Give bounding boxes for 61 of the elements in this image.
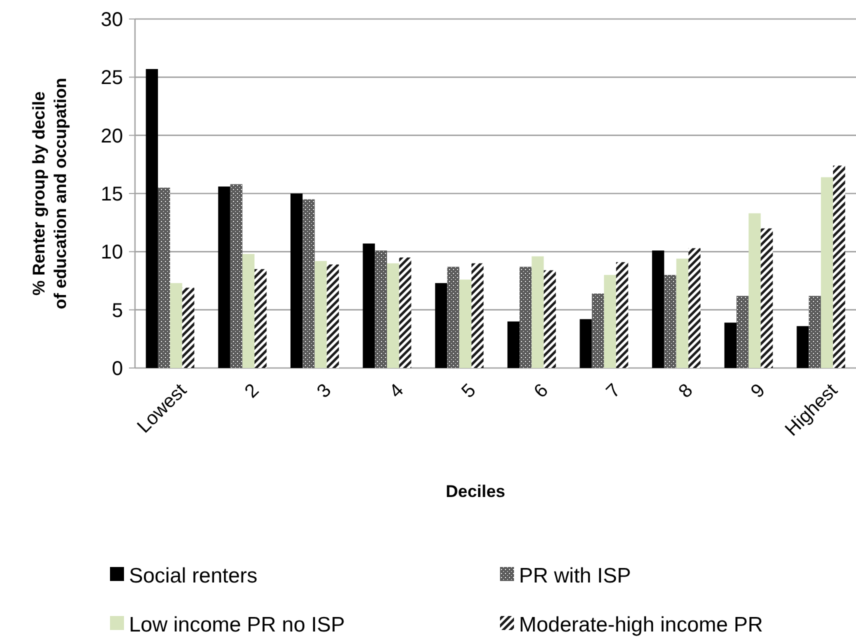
bar: [796, 326, 809, 368]
legend-label: Low income PR no ISP: [129, 613, 345, 636]
bar: [580, 319, 592, 368]
bar: [544, 270, 556, 368]
bar: [290, 194, 303, 368]
bar: [146, 69, 158, 368]
bar: [158, 188, 170, 368]
bar: [182, 288, 194, 368]
bar: [833, 166, 846, 368]
y-tick-label: 0: [112, 358, 123, 380]
bar: [170, 283, 182, 368]
legend-label: Social renters: [129, 564, 258, 588]
bar: [520, 266, 532, 368]
bar: [507, 321, 520, 368]
x-tick-label: 7: [602, 380, 625, 402]
legend-label: Moderate-high income PR: [519, 613, 763, 636]
x-tick-label: 3: [313, 380, 336, 402]
x-tick-label: 8: [674, 380, 698, 402]
bar: [652, 250, 664, 368]
y-tick-label: 20: [100, 125, 123, 148]
bar: [604, 274, 616, 368]
x-axis-title: Deciles: [446, 482, 506, 501]
bar: [374, 250, 388, 368]
bar: [254, 269, 267, 368]
bar: [688, 248, 701, 368]
bar: [724, 322, 736, 368]
y-tick-label: 25: [100, 67, 123, 90]
bar: [326, 264, 339, 368]
bar: [736, 296, 749, 368]
bar: [435, 283, 448, 368]
y-tick-label: 30: [100, 9, 123, 31]
bar: [459, 280, 472, 368]
bar: [808, 296, 821, 368]
x-tick-label: 4: [386, 380, 408, 402]
bar: [230, 184, 242, 368]
bar: [820, 177, 834, 368]
y-tick-label: 5: [112, 300, 123, 322]
bar: [592, 294, 604, 368]
y-tick-label: 15: [100, 184, 123, 206]
bar: [532, 256, 544, 368]
y-axis-title: % Renter group by decile of education and occupation: [30, 78, 70, 310]
legend-label: PR with ISP: [519, 564, 632, 588]
bar: [242, 254, 255, 368]
y-tick-label: 10: [100, 242, 123, 264]
x-tick-label: 6: [530, 380, 553, 402]
bar: [760, 228, 773, 368]
bar: [616, 262, 628, 368]
x-tick-label: 5: [458, 380, 480, 402]
bar: [676, 258, 688, 368]
bar: [218, 186, 230, 368]
bar: [399, 257, 412, 368]
bar: [362, 244, 375, 368]
bar: [447, 266, 460, 368]
bar: [664, 274, 676, 368]
x-tick-label: 2: [241, 380, 264, 402]
bar: [314, 260, 327, 368]
bar: [471, 263, 484, 368]
x-tick-label: 9: [747, 380, 770, 402]
bar: [748, 213, 761, 368]
bar: [387, 263, 400, 368]
bar: [302, 199, 315, 368]
